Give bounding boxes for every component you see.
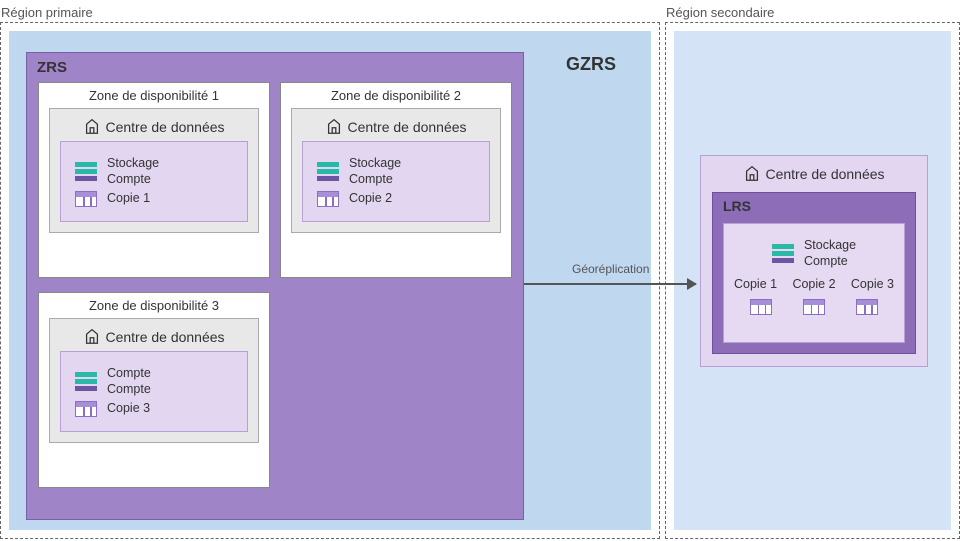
copy-text: Copie 3 (107, 401, 150, 417)
datacenter-title: Centre de données (701, 156, 927, 182)
storage-text: StockageCompte (804, 238, 856, 269)
copy-row: Copie 3 (75, 401, 233, 417)
georeplication-label: Géoréplication (572, 262, 649, 276)
storage-text: StockageCompte (349, 156, 401, 187)
datacenter-box: Centre de données StockageCompte Copie 2 (291, 108, 501, 233)
storage-row: StockageCompte (317, 156, 475, 187)
zone-title: Zone de disponibilité 2 (281, 83, 511, 108)
secondary-region-label: Région secondaire (666, 5, 774, 20)
storage-icon (75, 162, 97, 182)
datacenter-box: Centre de données CompteCompte Copie 3 (49, 318, 259, 443)
storage-row: CompteCompte (75, 366, 233, 397)
copy-row: Copie 2 (317, 191, 475, 207)
datacenter-icon (325, 117, 343, 135)
datacenter-text: Centre de données (105, 119, 224, 135)
copy-icon (856, 299, 878, 315)
availability-zone-3: Zone de disponibilité 3 Centre de donnée… (38, 292, 270, 488)
copy-text: Copie 1 (107, 191, 150, 207)
copy-icon (750, 299, 772, 315)
storage-card: StockageCompte Copie 1 (60, 141, 248, 222)
storage-row: StockageCompte (734, 238, 894, 269)
storage-text: CompteCompte (107, 366, 151, 397)
gzrs-label: GZRS (566, 54, 616, 75)
copies-labels: Copie 1 Copie 2 Copie 3 (734, 277, 894, 291)
lrs-inner-card: StockageCompte Copie 1 Copie 2 Copie 3 (723, 223, 905, 343)
lrs-box: LRS StockageCompte Copie 1 Copie 2 Copie… (712, 192, 916, 354)
availability-zone-1: Zone de disponibilité 1 Centre de donnée… (38, 82, 270, 278)
lrs-label: LRS (713, 193, 915, 219)
copy-icon (803, 299, 825, 315)
copy-row: Copie 1 (75, 191, 233, 207)
datacenter-text: Centre de données (347, 119, 466, 135)
datacenter-title: Centre de données (60, 327, 248, 345)
datacenter-box: Centre de données StockageCompte Copie 1 (49, 108, 259, 233)
datacenter-icon (743, 164, 761, 182)
copy-text: Copie 2 (349, 191, 392, 207)
zone-title: Zone de disponibilité 3 (39, 293, 269, 318)
storage-icon (772, 244, 794, 264)
georeplication-arrow (524, 283, 696, 285)
copy-icon (75, 401, 97, 417)
zrs-label: ZRS (27, 53, 523, 82)
storage-icon (75, 372, 97, 392)
datacenter-icon (83, 117, 101, 135)
copy-icon (75, 191, 97, 207)
copy-label: Copie 3 (851, 277, 894, 291)
availability-zone-2: Zone de disponibilité 2 Centre de donnée… (280, 82, 512, 278)
datacenter-text: Centre de données (765, 166, 884, 182)
storage-icon (317, 162, 339, 182)
copy-label: Copie 1 (734, 277, 777, 291)
zone-title: Zone de disponibilité 1 (39, 83, 269, 108)
storage-row: StockageCompte (75, 156, 233, 187)
copies-icons (734, 299, 894, 315)
datacenter-title: Centre de données (302, 117, 490, 135)
storage-text: StockageCompte (107, 156, 159, 187)
datacenter-title: Centre de données (60, 117, 248, 135)
storage-card: StockageCompte Copie 2 (302, 141, 490, 222)
copy-label: Copie 2 (792, 277, 835, 291)
primary-region-label: Région primaire (1, 5, 93, 20)
storage-card: CompteCompte Copie 3 (60, 351, 248, 432)
datacenter-icon (83, 327, 101, 345)
copy-icon (317, 191, 339, 207)
datacenter-text: Centre de données (105, 329, 224, 345)
